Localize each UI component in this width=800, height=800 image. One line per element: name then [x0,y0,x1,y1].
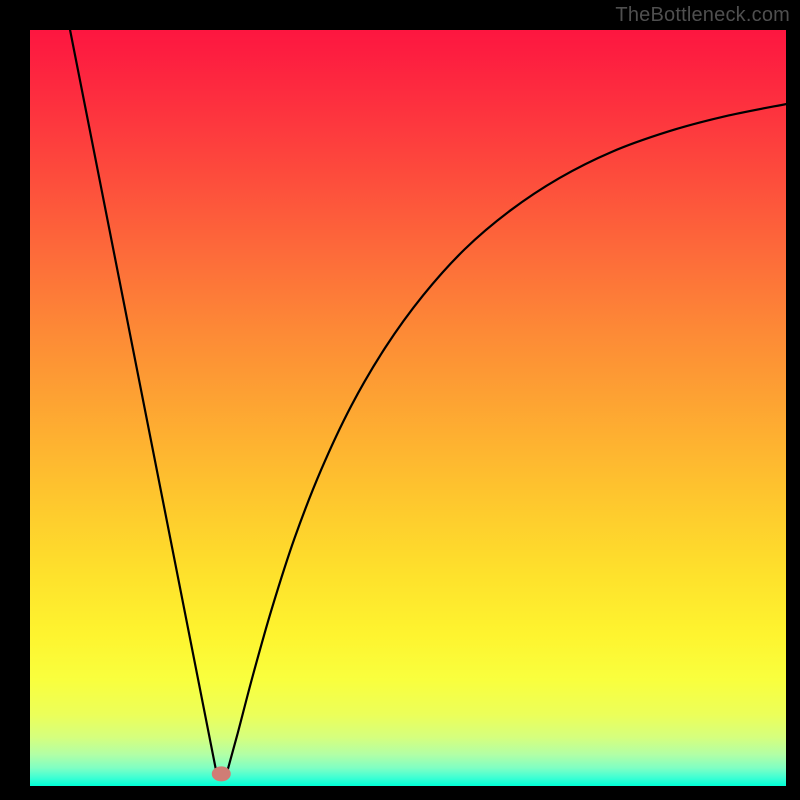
watermark-text: TheBottleneck.com [615,4,790,27]
minimum-marker [212,767,230,781]
gradient-background [30,30,786,786]
plot-area [30,30,786,786]
chart-frame: TheBottleneck.com [0,0,800,800]
plot-svg [30,30,786,786]
